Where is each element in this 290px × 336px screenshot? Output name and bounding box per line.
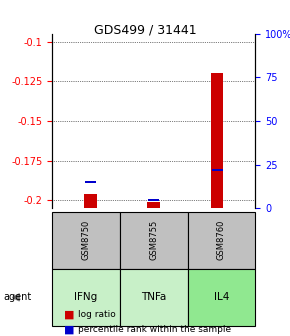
Bar	[147, 202, 160, 208]
Text: TNFa: TNFa	[141, 292, 166, 302]
Bar	[212, 169, 223, 171]
Bar	[84, 194, 97, 208]
Text: agent: agent	[3, 292, 31, 302]
Text: percentile rank within the sample: percentile rank within the sample	[78, 325, 231, 334]
Text: GSM8755: GSM8755	[149, 220, 158, 260]
Text: ■: ■	[64, 309, 74, 319]
Text: GDS499 / 31441: GDS499 / 31441	[94, 24, 196, 37]
Bar	[211, 73, 224, 208]
Text: log ratio: log ratio	[78, 310, 116, 319]
Text: IFNg: IFNg	[75, 292, 98, 302]
Polygon shape	[12, 294, 19, 301]
Text: ■: ■	[64, 324, 74, 334]
Text: GSM8750: GSM8750	[81, 220, 90, 260]
Text: GSM8760: GSM8760	[217, 220, 226, 260]
Bar	[85, 181, 96, 183]
Bar	[148, 199, 159, 201]
Text: IL4: IL4	[214, 292, 229, 302]
